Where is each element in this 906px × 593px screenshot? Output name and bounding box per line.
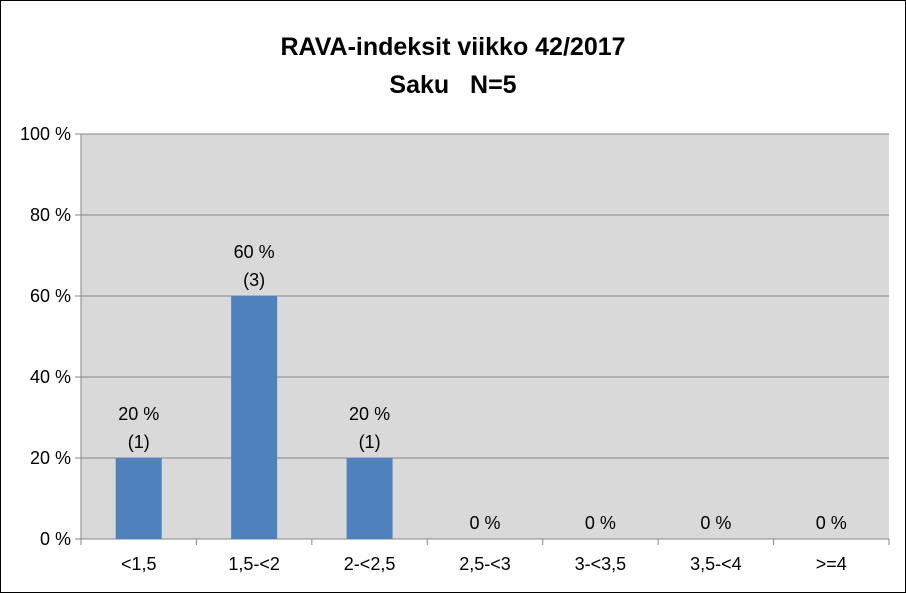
x-tick-label: 2-<2,5 [344, 554, 396, 574]
bar [231, 296, 278, 539]
x-tick-label: 2,5-<3 [459, 554, 511, 574]
data-label: 0 % [469, 513, 500, 533]
data-label: 0 % [816, 513, 847, 533]
y-tick-label: 20 % [30, 448, 71, 468]
x-tick-label: 1,5-<2 [228, 554, 280, 574]
x-tick-label: >=4 [816, 554, 847, 574]
y-tick-label: 60 % [30, 286, 71, 306]
bar [115, 458, 162, 539]
data-label: (1) [359, 432, 381, 452]
x-tick-label: 3-<3,5 [575, 554, 627, 574]
y-tick-label: 100 % [20, 124, 71, 144]
x-tick-label: 3,5-<4 [690, 554, 742, 574]
chart-title: RAVA-indeksit viikko 42/2017 Saku N=5 [0, 28, 906, 104]
plot-area [81, 134, 889, 539]
data-label: 60 % [234, 242, 275, 262]
y-tick-label: 0 % [40, 529, 71, 549]
y-tick-label: 40 % [30, 367, 71, 387]
y-tick-label: 80 % [30, 205, 71, 225]
data-label: 20 % [349, 404, 390, 424]
data-label: (3) [243, 270, 265, 290]
x-tick-label: <1,5 [121, 554, 157, 574]
data-label: 20 % [118, 404, 159, 424]
chart-subtitle: Saku N=5 [389, 71, 517, 99]
bar [346, 458, 393, 539]
chart-title-line1: RAVA-indeksit viikko 42/2017 [280, 33, 626, 61]
data-label: (1) [128, 432, 150, 452]
data-label: 0 % [700, 513, 731, 533]
data-label: 0 % [585, 513, 616, 533]
